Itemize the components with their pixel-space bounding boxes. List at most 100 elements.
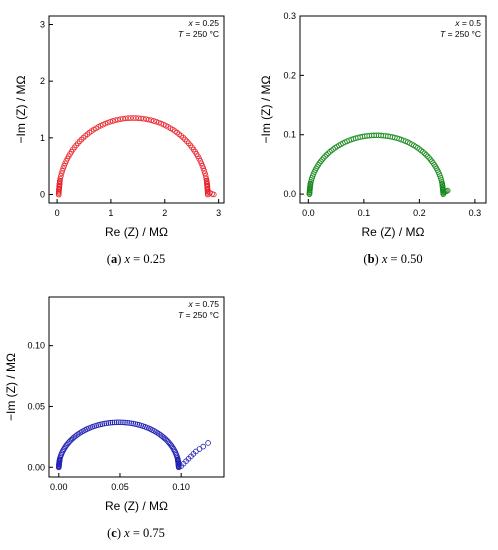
data-point	[128, 420, 135, 427]
data-point	[130, 420, 137, 427]
composition-annotation: x = 0.5	[454, 18, 481, 28]
data-point	[114, 116, 121, 123]
data-point	[122, 419, 128, 426]
data-point	[61, 163, 67, 169]
data-point	[109, 118, 116, 124]
x-tick-label: 0.00	[50, 482, 68, 492]
y-tick-label: 0.05	[27, 401, 45, 411]
data-point	[140, 115, 147, 122]
data-point	[117, 116, 124, 122]
data-point	[118, 419, 124, 426]
data-point	[320, 155, 327, 161]
data-point	[120, 115, 126, 122]
data-point	[151, 118, 157, 124]
data-point	[203, 177, 210, 184]
data-point	[168, 443, 175, 449]
x-axis-label: Re (Z) / MΩ	[105, 499, 168, 513]
temperature-annotation: T = 250 °C	[178, 29, 219, 39]
data-point	[78, 136, 85, 143]
data-point	[169, 444, 176, 451]
data-point	[59, 168, 66, 174]
data-point	[174, 456, 181, 462]
x-tick-label: 0.0	[302, 208, 315, 218]
data-point	[199, 163, 206, 169]
data-point	[61, 446, 67, 452]
data-point	[126, 420, 132, 426]
data-point	[327, 149, 333, 155]
y-axis-label: −Im (Z) / MΩ	[4, 353, 18, 421]
data-point	[307, 180, 314, 187]
data-point	[180, 134, 186, 141]
data-point	[198, 160, 205, 167]
data-point	[109, 419, 116, 426]
data-point	[62, 444, 68, 451]
data-point	[205, 440, 211, 446]
data-point	[202, 170, 208, 177]
data-point	[148, 117, 155, 124]
data-point	[112, 117, 119, 124]
data-point	[416, 146, 423, 152]
data-point	[101, 420, 108, 427]
data-point	[57, 177, 63, 184]
data-point	[107, 118, 114, 125]
data-point	[420, 149, 426, 155]
y-tick-label: 1	[40, 133, 45, 143]
data-point	[125, 115, 131, 121]
data-point	[145, 116, 152, 123]
y-tick-label: 0.0	[283, 189, 296, 199]
data-point	[113, 419, 120, 426]
data-point	[423, 151, 429, 158]
data-point	[421, 150, 428, 157]
y-tick-label: 0	[40, 190, 45, 200]
data-point	[102, 120, 109, 127]
plot-frame	[48, 296, 225, 478]
y-tick-label: 2	[40, 76, 45, 86]
data-point	[155, 119, 162, 126]
plot-frame	[299, 15, 487, 204]
data-point	[328, 147, 335, 154]
x-axis-label: Re (Z) / MΩ	[105, 225, 168, 239]
chart-panel-a: 00 1 1 2 2 3 3 Re (Z) / MΩ −Im (Z) / MΩ x = 0.25T…	[14, 15, 225, 266]
y-tick-label: 0.3	[283, 11, 296, 21]
data-point	[105, 420, 112, 426]
data-point	[318, 158, 324, 165]
data-point	[107, 419, 114, 426]
panel-caption: (a) x = 0.25	[107, 252, 165, 266]
data-point	[200, 165, 207, 172]
data-point	[115, 419, 122, 426]
data-series	[55, 419, 211, 471]
data-point	[322, 153, 328, 160]
x-tick-label: 0	[55, 208, 60, 218]
composition-annotation: x = 0.75	[188, 299, 220, 309]
data-point	[200, 443, 206, 450]
chart-panel-c: 0.00 0.00 0.05 0.05 0.10 0.10 Re (Z) / MΩ −Im (…	[4, 296, 225, 540]
data-point	[60, 165, 66, 172]
data-point	[130, 115, 137, 121]
chart-panel-b: 0.0 0.0 0.1 0.1 0.2 0.2 0.3 0.3 Re (Z) / MΩ −Im (…	[259, 11, 487, 266]
data-point	[135, 115, 142, 121]
data-series	[306, 132, 451, 197]
data-point	[424, 153, 431, 160]
data-point	[210, 191, 217, 198]
y-axis-label: −Im (Z) / MΩ	[259, 75, 273, 143]
x-tick-label: 3	[216, 208, 221, 218]
data-point	[122, 115, 129, 122]
y-tick-label: 0.00	[27, 462, 45, 472]
data-point	[127, 115, 134, 121]
x-tick-label: 2	[162, 208, 167, 218]
data-point	[56, 456, 63, 462]
x-axis-label: Re (Z) / MΩ	[362, 225, 425, 239]
data-point	[167, 441, 174, 448]
data-point	[120, 419, 126, 426]
x-tick-label: 0.3	[469, 208, 482, 218]
y-tick-label: 0.10	[27, 341, 45, 351]
data-point	[76, 138, 83, 145]
data-point	[58, 170, 65, 177]
data-point	[319, 156, 326, 163]
data-series	[55, 115, 217, 198]
panel-caption: (b) x = 0.50	[363, 252, 422, 266]
data-point	[325, 150, 332, 157]
y-tick-label: 0.2	[283, 70, 296, 80]
data-point	[439, 180, 445, 187]
temperature-annotation: T = 250 °C	[178, 310, 219, 320]
